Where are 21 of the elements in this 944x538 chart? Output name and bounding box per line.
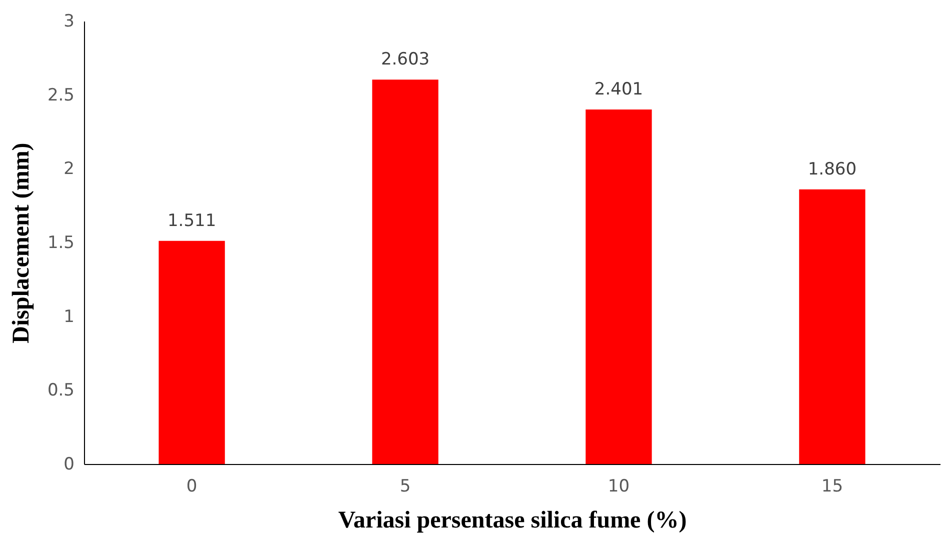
bar xyxy=(799,189,866,464)
y-axis-title: Displacement (mm) xyxy=(8,142,34,344)
y-tick-label: 2 xyxy=(64,159,74,180)
data-label: 1.511 xyxy=(167,210,216,231)
bar xyxy=(372,80,438,464)
data-label: 2.603 xyxy=(380,50,430,70)
x-tick-label: 0 xyxy=(186,476,198,496)
data-label: 1.860 xyxy=(808,159,857,180)
y-tick-label: 0.5 xyxy=(47,380,74,401)
x-tick-label: 10 xyxy=(608,476,630,496)
y-tick-label: 2.5 xyxy=(47,85,74,106)
y-tick-label: 1.5 xyxy=(47,233,74,253)
x-tick-label: 5 xyxy=(400,476,411,496)
y-tick-label: 3 xyxy=(64,12,74,32)
bar xyxy=(586,109,652,464)
y-tick-label: 1 xyxy=(64,306,74,327)
y-tick-label: 0 xyxy=(64,454,74,474)
data-label: 2.401 xyxy=(594,79,644,100)
x-axis-title: Variasi persentase silica fume (%) xyxy=(338,508,687,534)
x-tick-label: 15 xyxy=(821,476,844,496)
bar xyxy=(158,240,225,464)
